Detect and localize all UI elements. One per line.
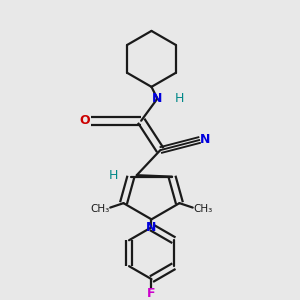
Text: N: N xyxy=(200,133,211,146)
Text: H: H xyxy=(109,169,118,182)
Text: N: N xyxy=(146,221,157,234)
Text: CH₃: CH₃ xyxy=(194,204,213,214)
Text: N: N xyxy=(152,92,163,105)
Text: CH₃: CH₃ xyxy=(90,204,110,214)
Text: O: O xyxy=(79,114,90,127)
Text: F: F xyxy=(147,287,156,300)
Text: H: H xyxy=(175,92,184,105)
